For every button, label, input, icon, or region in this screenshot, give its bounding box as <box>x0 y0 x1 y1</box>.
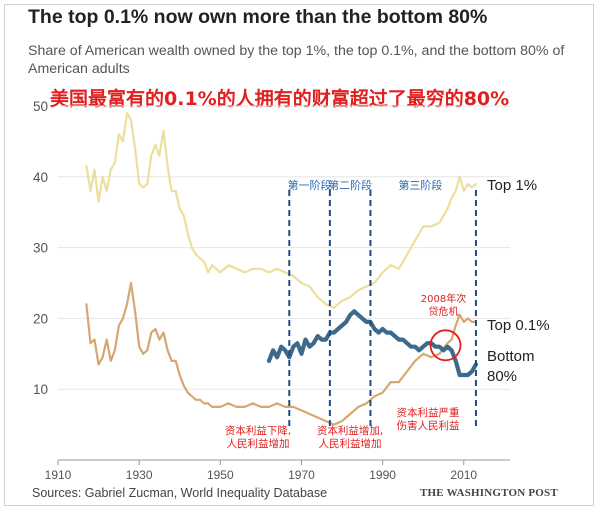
x-tick-label: 1930 <box>126 468 153 482</box>
x-tick-label: 2010 <box>450 468 477 482</box>
chart-title: The top 0.1% now own more than the botto… <box>28 6 488 28</box>
series-label-top01: Top 0.1% <box>487 317 550 334</box>
phase-label: 第三阶段 <box>398 178 442 192</box>
annotation-note: 人民利益增加 <box>319 437 382 450</box>
phase-label: 第二阶段 <box>328 178 372 192</box>
chinese-headline: 美国最富有的0.1%的人拥有的财富超过了最穷的80% <box>50 88 510 110</box>
series-line-bottom80 <box>266 309 478 378</box>
x-tick-label: 1950 <box>207 468 234 482</box>
chart-frame <box>4 4 594 506</box>
annotation-note: 资本利益下降, <box>225 424 291 437</box>
chart-subtitle: Share of American wealth owned by the to… <box>28 43 565 77</box>
publisher-logo: THE WASHINGTON POST <box>420 487 558 499</box>
source-note: Sources: Gabriel Zucman, World Inequalit… <box>32 486 328 500</box>
x-tick-label: 1970 <box>288 468 315 482</box>
series-label-bottom80-line2: 80% <box>487 368 517 385</box>
series-line-top01 <box>85 281 477 426</box>
y-tick-label: 20 <box>33 311 48 326</box>
crisis-circle <box>429 329 462 362</box>
series-line-top1 <box>85 112 477 309</box>
series-label-bottom80-line1: Bottom <box>487 348 535 365</box>
y-tick-label: 40 <box>33 170 48 185</box>
annotation-note: 资本利益严重 <box>397 406 460 419</box>
series-label-top1: Top 1% <box>487 177 537 194</box>
annotation-note: 资本利益增加, <box>317 424 383 437</box>
annotation-note: 人民利益增加 <box>227 437 290 450</box>
crisis-label: 2008年次 <box>421 292 466 305</box>
crisis-label: 贷危机 <box>428 305 458 318</box>
annotation-note: 伤害人民利益 <box>397 419 460 432</box>
x-tick-label: 1990 <box>369 468 396 482</box>
y-tick-label: 30 <box>33 241 48 256</box>
x-tick-label: 1910 <box>45 468 72 482</box>
y-tick-label: 10 <box>33 382 48 397</box>
phase-label: 第一阶段 <box>288 178 332 192</box>
y-tick-label: 50 <box>33 99 48 114</box>
